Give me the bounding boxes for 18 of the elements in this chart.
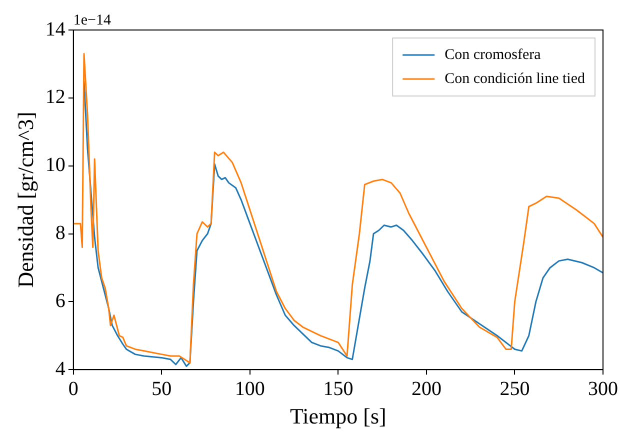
legend-label: Con condición line tied xyxy=(444,70,586,87)
text: 1e−14 xyxy=(73,12,112,28)
y-tick-label: 10 xyxy=(45,154,66,176)
legend-label: Con cromosfera xyxy=(444,46,542,63)
x-axis-title: Tiempo [s] xyxy=(290,404,386,429)
x-tick-label: 150 xyxy=(323,378,354,400)
y-tick-label: 12 xyxy=(45,86,66,108)
y-tick-label: 4 xyxy=(55,358,66,380)
x-tick-label: 0 xyxy=(68,378,78,400)
y-tick-label: 14 xyxy=(45,18,66,40)
x-tick-label: 300 xyxy=(588,378,618,400)
x-tick-label: 50 xyxy=(152,378,172,400)
y-axis-title: Densidad [gr/cm^3] xyxy=(12,112,38,288)
x-tick-label: 250 xyxy=(500,378,530,400)
x-tick-label: 200 xyxy=(411,378,442,400)
y-tick-label: 6 xyxy=(55,290,66,312)
x-tick-label: 100 xyxy=(234,378,265,400)
y-tick-label: 8 xyxy=(55,222,66,244)
